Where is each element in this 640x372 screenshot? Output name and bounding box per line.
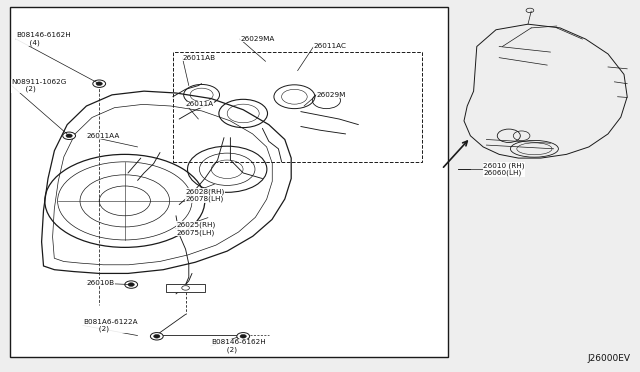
- Circle shape: [66, 134, 72, 138]
- Circle shape: [96, 82, 102, 86]
- Text: 26011A: 26011A: [186, 101, 214, 107]
- Circle shape: [237, 333, 250, 340]
- Bar: [10, 7, 448, 357]
- Text: 26011AC: 26011AC: [314, 44, 347, 49]
- Text: 26010 (RH)
26060(LH): 26010 (RH) 26060(LH): [483, 162, 525, 176]
- Text: 26011AA: 26011AA: [86, 133, 120, 139]
- Circle shape: [63, 132, 76, 140]
- Bar: [173, 52, 422, 162]
- Text: 26029MA: 26029MA: [240, 36, 275, 42]
- Bar: [166, 284, 205, 292]
- Circle shape: [150, 333, 163, 340]
- Circle shape: [128, 283, 134, 286]
- Text: 26028(RH)
26078(LH): 26028(RH) 26078(LH): [186, 188, 225, 202]
- Text: B08146-6162H
       (2): B08146-6162H (2): [211, 339, 266, 353]
- Text: 26029M: 26029M: [317, 92, 346, 98]
- Text: 26011AB: 26011AB: [182, 55, 216, 61]
- Text: B08146-6162H
      (4): B08146-6162H (4): [16, 32, 71, 46]
- Circle shape: [154, 334, 160, 338]
- Text: N08911-1062G
      (2): N08911-1062G (2): [12, 79, 67, 92]
- Circle shape: [93, 80, 106, 87]
- Text: B081A6-6122A
       (2): B081A6-6122A (2): [83, 319, 138, 332]
- Text: 26010B: 26010B: [86, 280, 115, 286]
- Circle shape: [125, 281, 138, 288]
- Circle shape: [182, 286, 189, 290]
- Text: 26025(RH)
26075(LH): 26025(RH) 26075(LH): [176, 222, 215, 236]
- Text: J26000EV: J26000EV: [588, 354, 630, 363]
- Circle shape: [240, 334, 246, 338]
